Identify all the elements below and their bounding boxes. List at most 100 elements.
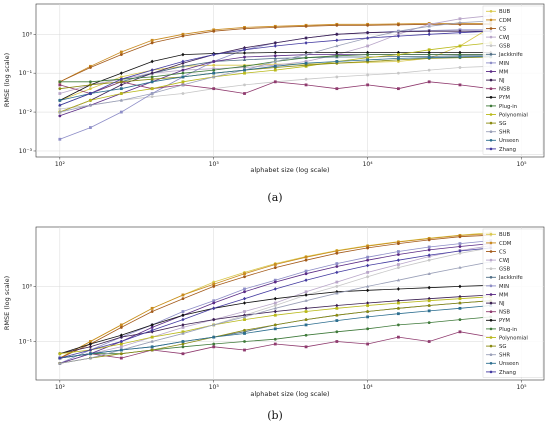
data-point xyxy=(366,258,370,262)
y-tick-label: 10⁻² xyxy=(19,109,33,116)
data-point xyxy=(304,258,308,262)
data-point xyxy=(58,80,62,84)
legend-marker xyxy=(489,113,493,116)
data-point xyxy=(335,340,339,343)
data-point xyxy=(181,310,185,313)
data-point xyxy=(335,265,339,268)
data-point xyxy=(396,71,400,75)
data-point xyxy=(212,63,216,67)
legend-marker xyxy=(489,147,493,151)
data-point xyxy=(242,45,247,50)
data-point xyxy=(335,313,339,317)
data-point xyxy=(335,87,339,91)
data-point xyxy=(458,265,462,269)
data-point xyxy=(304,255,308,259)
legend-marker xyxy=(489,96,493,99)
data-point xyxy=(181,68,185,72)
legend-marker xyxy=(489,61,493,65)
data-point xyxy=(427,296,431,301)
data-point xyxy=(58,356,62,360)
data-point xyxy=(366,23,370,27)
data-point xyxy=(458,30,462,35)
data-point xyxy=(119,71,123,75)
data-point xyxy=(335,330,339,334)
data-point xyxy=(427,56,431,60)
data-point xyxy=(366,50,370,55)
data-point xyxy=(335,319,339,322)
data-point xyxy=(273,323,277,327)
legend-marker xyxy=(489,344,493,348)
data-point xyxy=(150,41,154,45)
data-point xyxy=(396,266,400,269)
data-point xyxy=(119,98,123,102)
data-point xyxy=(181,331,185,335)
data-point xyxy=(396,240,400,244)
data-point xyxy=(273,266,277,269)
data-point xyxy=(273,26,277,29)
legend-marker xyxy=(489,18,493,22)
legend-label: MM xyxy=(499,69,509,75)
data-point xyxy=(150,345,154,349)
data-point xyxy=(335,38,339,43)
data-point xyxy=(181,64,185,68)
data-point xyxy=(427,299,431,303)
legend-label: Polynomial xyxy=(499,335,528,341)
data-point xyxy=(243,27,246,30)
data-point xyxy=(458,242,462,245)
data-point xyxy=(273,296,277,301)
legend-label: SHR xyxy=(499,130,510,136)
data-point xyxy=(273,287,277,291)
data-point xyxy=(150,80,154,84)
data-point xyxy=(273,280,277,284)
data-point xyxy=(212,29,216,33)
data-point xyxy=(335,262,339,265)
legend-label: Unseen xyxy=(499,138,519,144)
data-point xyxy=(366,315,370,319)
data-point xyxy=(366,56,370,60)
data-point xyxy=(242,47,247,52)
data-point xyxy=(366,255,370,259)
data-point xyxy=(396,335,400,339)
data-point xyxy=(88,348,93,352)
data-point xyxy=(212,60,216,63)
data-point xyxy=(243,318,246,321)
data-point xyxy=(212,282,216,286)
data-point xyxy=(335,285,339,288)
data-point xyxy=(243,310,246,313)
data-point xyxy=(366,53,370,57)
data-point xyxy=(119,335,123,339)
legend-label: CWJ xyxy=(499,258,510,264)
data-point xyxy=(427,32,431,37)
data-point xyxy=(396,53,400,57)
data-point xyxy=(150,38,154,42)
legend-marker xyxy=(489,70,493,73)
data-point xyxy=(304,61,308,65)
data-point xyxy=(396,34,400,38)
data-point xyxy=(304,333,308,337)
legend-marker xyxy=(489,276,493,279)
data-point xyxy=(150,335,154,339)
data-point xyxy=(212,301,216,305)
legend-label: MIN xyxy=(499,284,509,290)
data-point xyxy=(181,59,185,64)
legend-marker xyxy=(489,293,493,296)
data-point xyxy=(335,280,339,284)
data-point xyxy=(304,293,308,297)
data-point xyxy=(396,242,400,245)
data-point xyxy=(366,270,370,274)
data-point xyxy=(58,137,62,141)
data-point xyxy=(243,275,246,279)
legend-label: BUB xyxy=(499,9,511,15)
data-point xyxy=(273,301,277,305)
data-point xyxy=(304,56,308,60)
legend-marker xyxy=(489,250,493,253)
data-point xyxy=(181,34,185,38)
data-point xyxy=(212,87,216,91)
data-point xyxy=(366,284,370,288)
data-point xyxy=(304,278,308,282)
data-point xyxy=(335,44,339,48)
data-point xyxy=(119,50,123,54)
data-point xyxy=(243,348,246,352)
data-point xyxy=(366,310,370,313)
legend-marker xyxy=(489,301,493,305)
